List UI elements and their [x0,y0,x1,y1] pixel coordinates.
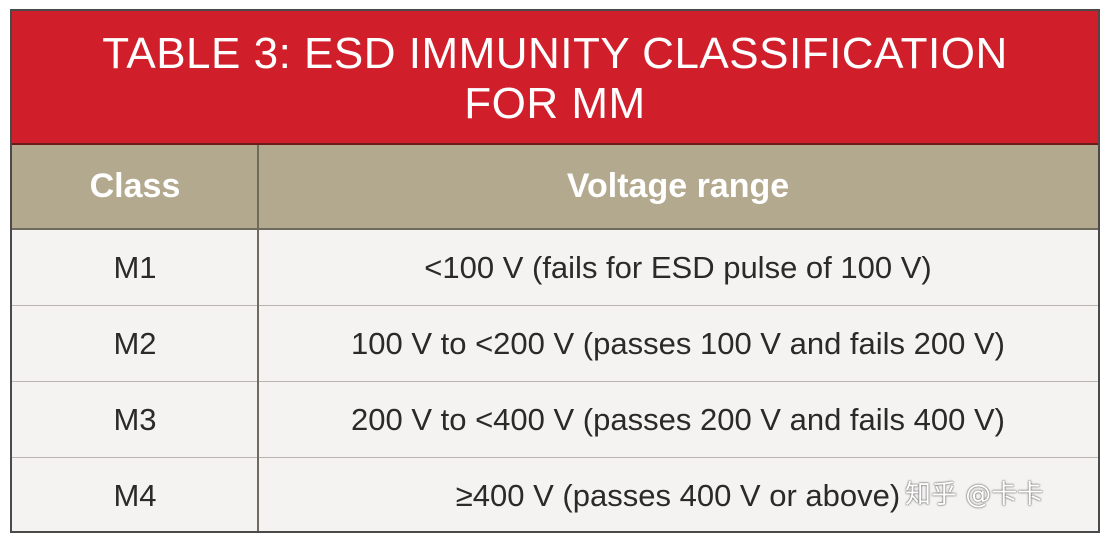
class-cell: M1 [113,250,157,285]
class-cell: M4 [113,478,157,513]
table-title: TABLE 3: ESD IMMUNITY CLASSIFICATION FOR… [12,11,1098,145]
header-voltage-range: Voltage range [566,167,790,205]
table-row: M3 200 V to <400 V (passes 200 V and fai… [12,382,1098,458]
voltage-range-cell: 200 V to <400 V (passes 200 V and fails … [350,402,1005,437]
table-title-line-2: FOR MM [464,79,646,128]
esd-classification-table: TABLE 3: ESD IMMUNITY CLASSIFICATION FOR… [10,9,1100,533]
column-divider [257,145,259,531]
class-cell: M3 [113,402,157,437]
table-title-line-1: TABLE 3: ESD IMMUNITY CLASSIFICATION [102,29,1008,78]
table-row: M2 100 V to <200 V (passes 100 V and fai… [12,306,1098,382]
table-row: M1 <100 V (fails for ESD pulse of 100 V) [12,230,1098,306]
header-class: Class [89,167,181,205]
voltage-range-cell: 100 V to <200 V (passes 100 V and fails … [350,326,1005,361]
table-header-row: Class Voltage range [12,145,1098,230]
voltage-range-cell: ≥400 V (passes 400 V or above) [455,478,901,513]
voltage-range-cell: <100 V (fails for ESD pulse of 100 V) [424,250,932,285]
class-cell: M2 [113,326,157,361]
table-row: M4 ≥400 V (passes 400 V or above) [12,458,1098,531]
watermark-text: 知乎 @卡卡 [905,480,1044,510]
